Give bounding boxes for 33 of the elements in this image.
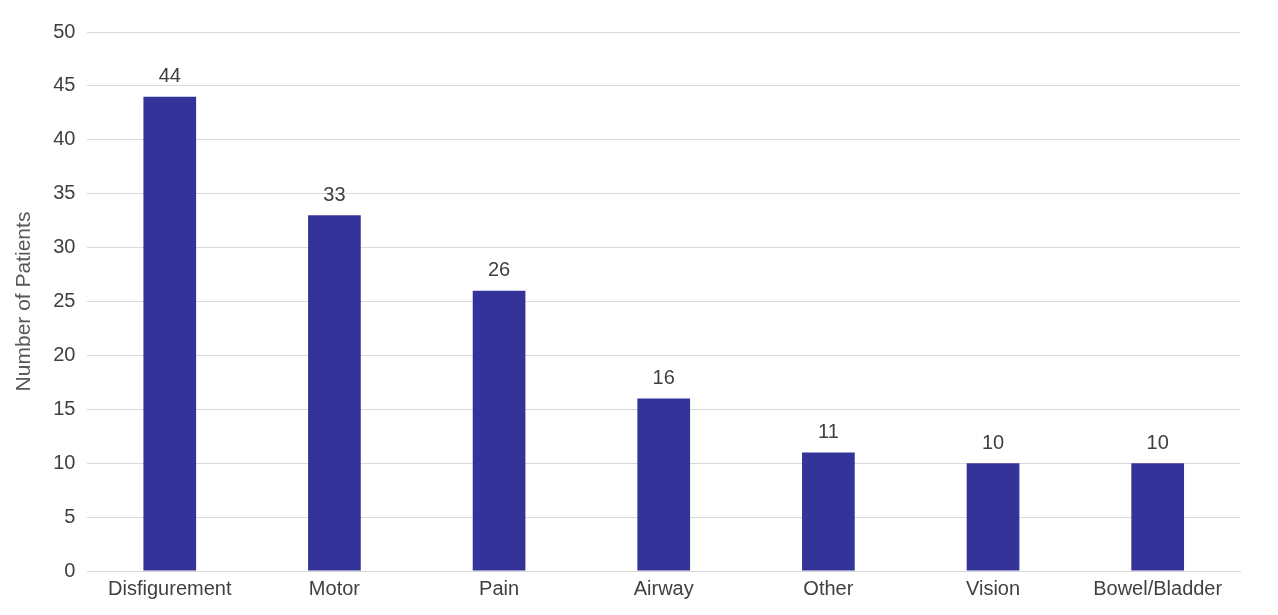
bar (1131, 463, 1185, 571)
data-label: 10 (981, 430, 1005, 453)
y-tick-label: 45 (53, 73, 76, 96)
x-tick-label: Bowel/Bladder (1093, 576, 1223, 599)
y-tick-label: 40 (53, 127, 76, 150)
x-tick-label: Airway (633, 576, 694, 599)
y-tick-label: 25 (53, 289, 76, 312)
data-label: 26 (487, 258, 511, 281)
bar (143, 96, 197, 571)
y-tick-label: 35 (53, 181, 76, 204)
x-tick-label: Vision (965, 576, 1021, 599)
bar (637, 398, 691, 571)
y-tick-label: 20 (53, 342, 76, 365)
x-tick-label: Pain (479, 576, 520, 599)
bar (472, 290, 526, 571)
x-tick-label: Disfigurement (108, 576, 232, 599)
y-axis-title: Number of Patients (11, 211, 35, 392)
bar (966, 463, 1020, 571)
y-tick-label: 0 (64, 558, 76, 581)
data-label: 44 (158, 64, 181, 87)
x-tick-label: Motor (308, 576, 361, 599)
data-label: 16 (652, 366, 675, 389)
y-tick-label: 50 (53, 19, 76, 42)
bar (802, 452, 855, 571)
data-label: 33 (323, 182, 346, 205)
y-tick-label: 5 (64, 504, 76, 527)
y-tick-label: 30 (53, 235, 76, 258)
data-label: 10 (1146, 430, 1169, 453)
bar (308, 215, 361, 571)
data-label: 11 (817, 419, 839, 442)
x-tick-label: Other (803, 576, 854, 599)
y-tick-label: 10 (53, 450, 76, 473)
y-tick-label: 15 (53, 396, 76, 419)
